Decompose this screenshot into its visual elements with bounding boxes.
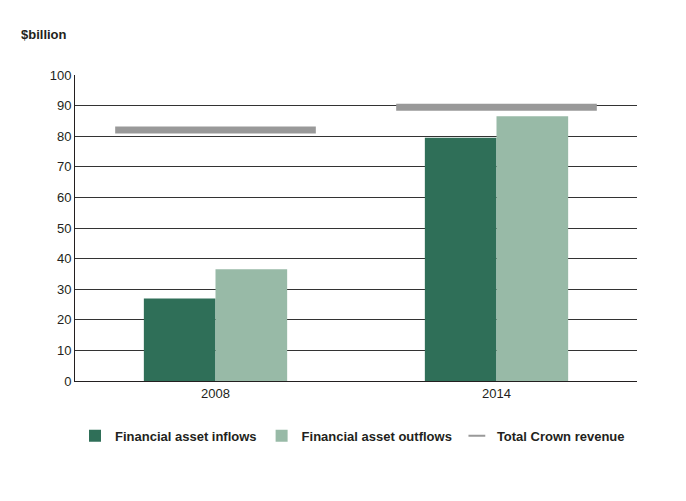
svg-text:0: 0: [64, 374, 71, 389]
svg-text:50: 50: [57, 221, 71, 236]
svg-text:2008: 2008: [201, 386, 230, 401]
svg-text:60: 60: [57, 190, 71, 205]
svg-text:20: 20: [57, 312, 71, 327]
svg-text:100: 100: [50, 68, 72, 83]
svg-text:$billion: $billion: [21, 27, 67, 42]
svg-text:70: 70: [57, 159, 71, 174]
svg-text:2014: 2014: [482, 386, 511, 401]
svg-text:10: 10: [57, 343, 71, 358]
svg-text:Total Crown revenue: Total Crown revenue: [497, 429, 625, 444]
svg-text:80: 80: [57, 129, 71, 144]
svg-text:90: 90: [57, 98, 71, 113]
svg-text:30: 30: [57, 282, 71, 297]
svg-text:Financial asset outflows: Financial asset outflows: [302, 429, 452, 444]
svg-text:Financial asset inflows: Financial asset inflows: [115, 429, 257, 444]
svg-text:40: 40: [57, 251, 71, 266]
